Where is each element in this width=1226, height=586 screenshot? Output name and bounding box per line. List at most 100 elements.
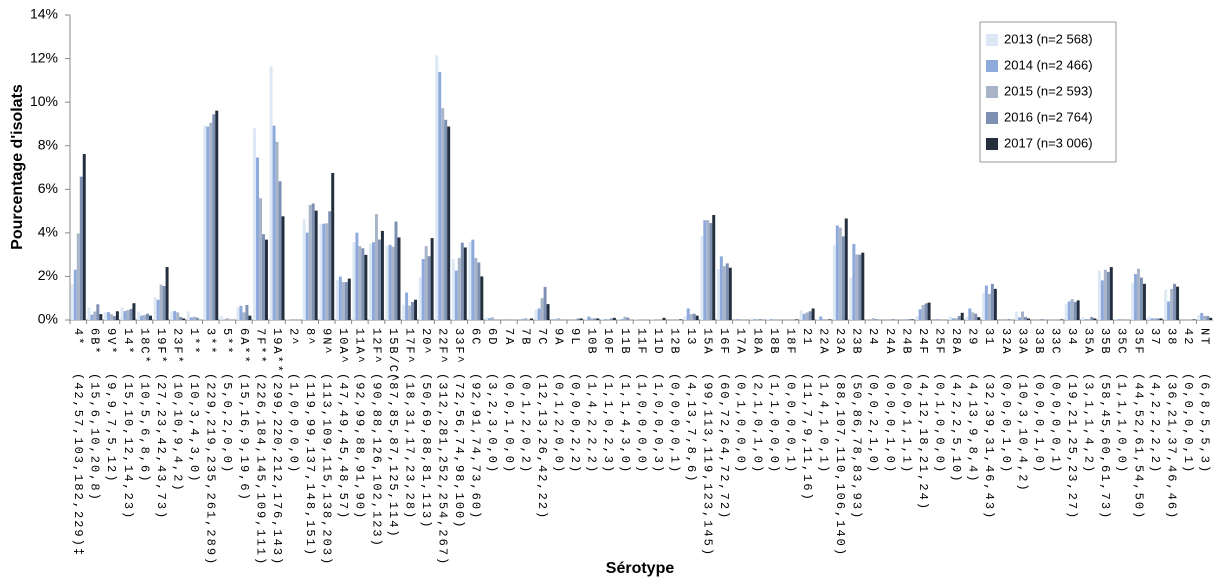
- bar: [557, 318, 561, 320]
- bar: [1192, 319, 1196, 320]
- bar: [1097, 270, 1101, 320]
- bar: [96, 304, 100, 320]
- bar: [692, 313, 696, 320]
- x-tick-label: 35F: [1131, 328, 1145, 356]
- x-tick-label: 24F: [916, 328, 930, 356]
- x-tick-sublabel: (42,57,103,182,229)‡: [71, 373, 85, 557]
- bar: [192, 316, 196, 320]
- x-tick-sublabel: (50,86,78,83,93): [850, 373, 864, 520]
- x-tick-label: 25F: [933, 328, 947, 356]
- x-tick-label: 8^: [303, 328, 317, 346]
- bar: [308, 204, 312, 320]
- bar: [374, 214, 378, 320]
- bar: [1073, 301, 1077, 320]
- x-tick-label: 35C: [1115, 328, 1129, 356]
- bar: [576, 318, 580, 320]
- bar: [70, 284, 74, 320]
- bar: [609, 318, 613, 320]
- bar: [716, 269, 720, 320]
- bar: [965, 316, 969, 320]
- x-tick-label: 4*: [71, 328, 85, 346]
- x-tick-label: 37: [1148, 328, 1162, 346]
- bar: [968, 308, 972, 320]
- bar: [397, 237, 401, 320]
- x-tick-sublabel: (12,13,26,42,22): [535, 373, 549, 520]
- x-tick-label: 32A: [999, 328, 1013, 356]
- bar: [140, 315, 144, 320]
- bar: [769, 319, 773, 320]
- bar: [129, 308, 133, 320]
- legend-swatch: [986, 138, 998, 150]
- bar: [341, 282, 345, 320]
- bar: [960, 312, 964, 320]
- x-tick-label: 18A: [750, 328, 764, 356]
- bar: [206, 126, 210, 321]
- x-tick-sublabel: (299,220,212,176,143): [270, 373, 284, 566]
- bar: [957, 316, 961, 320]
- x-tick-label: 31: [982, 328, 996, 346]
- x-tick-label: 11F: [634, 328, 648, 356]
- bar: [918, 309, 922, 320]
- bar: [79, 176, 83, 320]
- bar: [463, 247, 467, 320]
- bar: [634, 319, 638, 320]
- bar: [728, 267, 732, 320]
- bar: [924, 303, 928, 320]
- bar: [447, 126, 451, 321]
- x-tick-label: 7A: [502, 328, 516, 346]
- bar: [1209, 317, 1213, 320]
- x-tick-label: 16F: [717, 328, 731, 356]
- bar: [1206, 316, 1210, 320]
- x-tick-label: 33F^: [452, 328, 466, 365]
- x-tick-sublabel: (0,0,0,2,2): [568, 373, 582, 474]
- bar: [871, 318, 875, 320]
- x-tick-label: 13: [684, 328, 698, 346]
- x-tick-sublabel: (36,21,37,46,46): [1164, 373, 1178, 520]
- bar: [1070, 299, 1074, 320]
- bar: [490, 317, 494, 320]
- x-tick-label: 6B*: [88, 328, 102, 356]
- bar: [369, 243, 372, 320]
- x-tick-sublabel: (0,0,1,0,0): [502, 373, 516, 474]
- bar: [457, 257, 461, 320]
- bar: [927, 302, 931, 320]
- bar: [1197, 314, 1201, 320]
- x-tick-label: 9A: [552, 328, 566, 346]
- legend-swatch: [986, 86, 998, 98]
- bar: [1170, 288, 1174, 320]
- bar: [971, 312, 975, 320]
- x-tick-label: 42: [1181, 328, 1195, 346]
- x-tick-sublabel: (0,0,0,0,1): [1181, 373, 1195, 474]
- bar: [1200, 313, 1204, 320]
- bar: [951, 318, 955, 320]
- x-tick-label: 12B: [667, 328, 681, 356]
- x-tick-label: 24A: [883, 328, 897, 356]
- bar: [891, 319, 895, 320]
- bar: [683, 316, 687, 320]
- bar: [695, 315, 699, 320]
- legend-label: 2017 (n=3 006): [1004, 135, 1093, 150]
- x-tick-sublabel: (60,72,64,72,72): [717, 373, 731, 520]
- x-tick-sublabel: (19,21,25,23,27): [1065, 373, 1079, 520]
- bar: [1136, 268, 1140, 320]
- bar: [371, 242, 375, 320]
- bar: [679, 319, 683, 320]
- x-tick-sublabel: (1,0,0,0,0): [634, 373, 648, 474]
- bar: [380, 230, 384, 320]
- bar: [156, 299, 160, 320]
- bar: [126, 309, 130, 320]
- bar: [617, 319, 621, 320]
- x-tick-sublabel: (0,0,0,1,0): [999, 373, 1013, 474]
- x-tick-sublabel: (1,0,0,0,3): [651, 373, 665, 474]
- bar: [915, 316, 919, 320]
- x-tick-sublabel: (11,7,9,11,16): [800, 373, 814, 502]
- legend-label: 2014 (n=2 466): [1004, 57, 1093, 72]
- bar: [590, 318, 594, 320]
- bar: [212, 114, 216, 320]
- bar: [236, 307, 240, 320]
- bar: [90, 314, 94, 320]
- bar: [1167, 301, 1171, 320]
- x-tick-label: 10A^: [336, 328, 350, 365]
- bar: [858, 254, 862, 320]
- bar: [799, 310, 803, 320]
